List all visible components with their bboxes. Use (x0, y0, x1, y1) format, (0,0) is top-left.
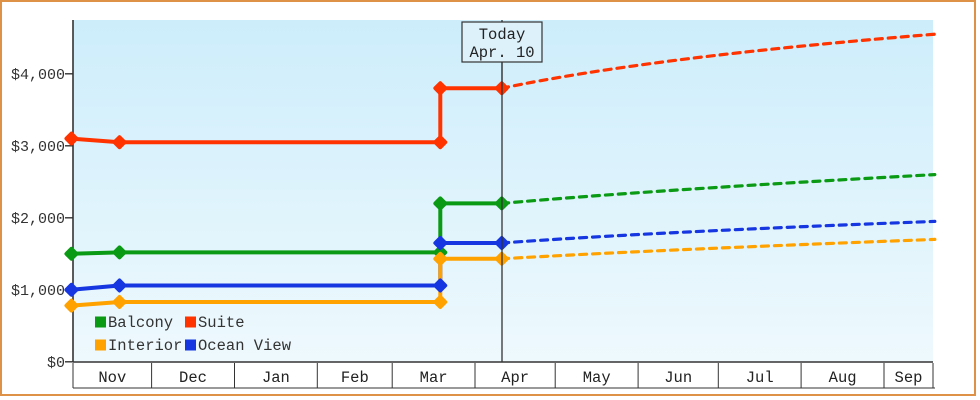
svg-text:Jul: Jul (746, 369, 774, 387)
svg-text:May: May (583, 369, 611, 387)
svg-text:Interior: Interior (108, 337, 182, 355)
svg-text:Jun: Jun (664, 369, 692, 387)
svg-text:Balcony: Balcony (108, 314, 173, 332)
svg-text:Mar: Mar (420, 369, 448, 387)
svg-text:Sep: Sep (895, 369, 923, 387)
svg-text:Feb: Feb (341, 369, 369, 387)
svg-text:Ocean View: Ocean View (198, 337, 292, 355)
svg-text:$4,000: $4,000 (11, 67, 65, 84)
svg-text:Aug: Aug (829, 369, 857, 387)
svg-text:Apr: Apr (501, 369, 529, 387)
svg-text:Nov: Nov (98, 369, 126, 387)
svg-text:Suite: Suite (198, 314, 245, 332)
svg-text:Dec: Dec (179, 369, 207, 387)
svg-text:$0: $0 (47, 355, 65, 372)
svg-text:$3,000: $3,000 (11, 139, 65, 156)
svg-text:$1,000: $1,000 (11, 283, 65, 300)
svg-text:$2,000: $2,000 (11, 211, 65, 228)
svg-text:Today: Today (479, 26, 526, 44)
svg-text:Apr. 10: Apr. 10 (469, 44, 534, 62)
svg-text:Jan: Jan (262, 369, 290, 387)
